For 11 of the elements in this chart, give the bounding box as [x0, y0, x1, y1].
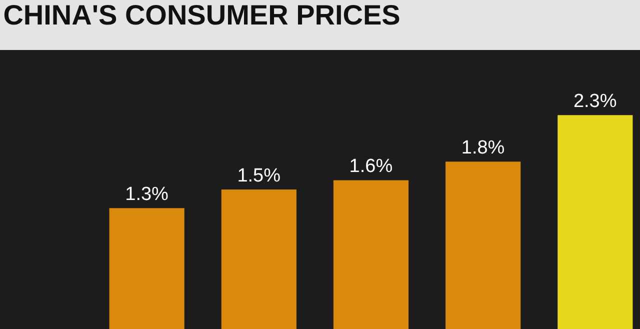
data-label: 1.3%	[125, 184, 169, 206]
data-label: 1.5%	[237, 166, 281, 186]
bar	[333, 180, 409, 329]
bar	[221, 190, 296, 329]
bar	[446, 162, 521, 329]
bar	[109, 208, 184, 329]
data-label: 1.6%	[349, 156, 393, 178]
chart-title: CHINA'S CONSUMER PRICES	[3, 0, 400, 31]
data-label: 2.3%	[573, 91, 617, 112]
data-label: 1.8%	[461, 138, 505, 159]
bar	[558, 115, 633, 329]
